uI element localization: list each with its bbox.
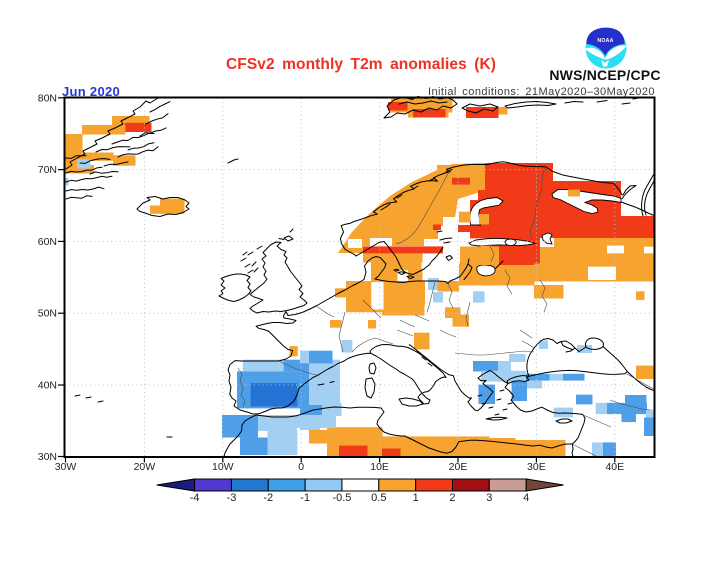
- svg-text:80N: 80N: [38, 92, 57, 104]
- svg-text:40N: 40N: [38, 380, 57, 392]
- svg-text:2: 2: [449, 492, 455, 504]
- svg-text:10E: 10E: [370, 461, 389, 473]
- svg-text:30W: 30W: [55, 461, 77, 473]
- svg-text:3: 3: [486, 492, 492, 504]
- svg-text:0.5: 0.5: [371, 492, 386, 504]
- svg-text:-3: -3: [227, 492, 237, 504]
- svg-text:30E: 30E: [527, 461, 546, 473]
- svg-text:30N: 30N: [38, 451, 57, 463]
- svg-text:-4: -4: [190, 492, 200, 504]
- svg-text:20E: 20E: [449, 461, 468, 473]
- svg-text:CFSv2 monthly T2m anomalies (K: CFSv2 monthly T2m anomalies (K): [226, 56, 496, 73]
- svg-text:50N: 50N: [38, 308, 57, 320]
- svg-text:NWS/NCEP/CPC: NWS/NCEP/CPC: [549, 67, 660, 83]
- svg-text:20W: 20W: [134, 461, 156, 473]
- svg-text:-1: -1: [300, 492, 310, 504]
- svg-text:-0.5: -0.5: [332, 492, 351, 504]
- svg-text:70N: 70N: [38, 164, 57, 176]
- svg-text:0: 0: [298, 461, 304, 473]
- svg-text:-2: -2: [263, 492, 273, 504]
- svg-text:1: 1: [413, 492, 419, 504]
- svg-text:60N: 60N: [38, 236, 57, 248]
- svg-text:NOAA: NOAA: [597, 38, 613, 44]
- svg-text:40E: 40E: [605, 461, 624, 473]
- svg-text:Jun 2020: Jun 2020: [62, 84, 120, 99]
- svg-text:Initial conditions: 21May2020–: Initial conditions: 21May2020–30May2020: [428, 86, 655, 98]
- svg-text:10W: 10W: [212, 461, 234, 473]
- svg-text:4: 4: [523, 492, 529, 504]
